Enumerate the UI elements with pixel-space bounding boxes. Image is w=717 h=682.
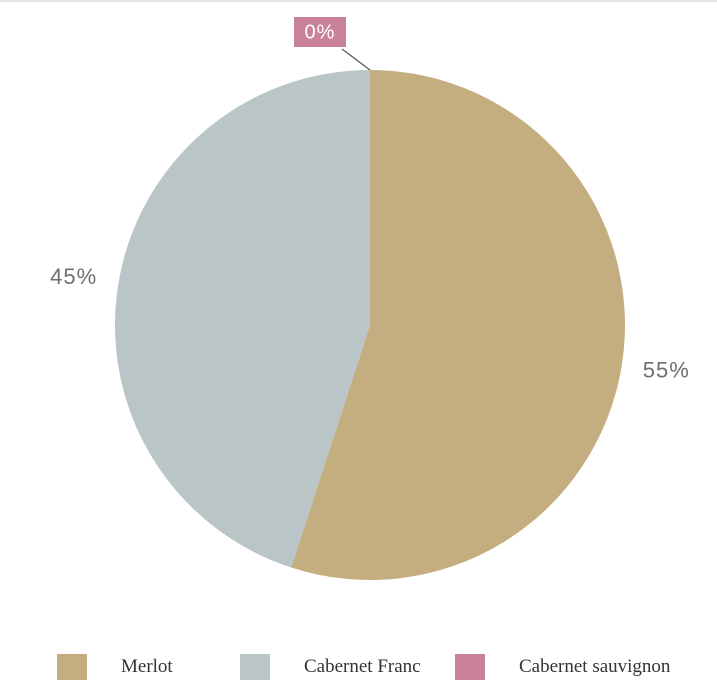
pie-value-labels: 55% 45% 0%: [50, 17, 690, 383]
legend-swatch-cabernet-franc: [240, 654, 270, 680]
pie-slice-cabernet-franc[interactable]: [114, 70, 370, 568]
pie-slices: [114, 70, 625, 580]
top-divider: [0, 0, 717, 2]
legend-item-cabernet-sauvignon[interactable]: Cabernet sauvignon: [455, 652, 670, 682]
legend-item-cabernet-franc[interactable]: Cabernet Franc: [240, 652, 421, 682]
legend-swatch-merlot: [57, 654, 87, 680]
pie-label-cabernet-sauvignon: 0%: [305, 21, 336, 43]
legend-label-cabernet-franc: Cabernet Franc: [304, 656, 421, 677]
chart-legend: Merlot Cabernet Franc Cabernet sauvignon: [0, 652, 717, 682]
pie-slice-merlot[interactable]: [291, 70, 625, 580]
pie-label-box-cabernet-sauvignon: [294, 17, 346, 47]
pie-leader-line-cabernet-sauvignon: [341, 48, 371, 71]
legend-label-merlot: Merlot: [121, 656, 173, 677]
legend-item-merlot[interactable]: Merlot: [57, 652, 173, 682]
legend-swatch-cabernet-sauvignon: [455, 654, 485, 680]
pie-label-merlot: 55%: [643, 358, 690, 383]
pie-chart: 55% 45% 0%: [50, 17, 690, 580]
pie-label-cabernet-franc: 45%: [50, 264, 97, 289]
legend-label-cabernet-sauvignon: Cabernet sauvignon: [519, 656, 671, 677]
